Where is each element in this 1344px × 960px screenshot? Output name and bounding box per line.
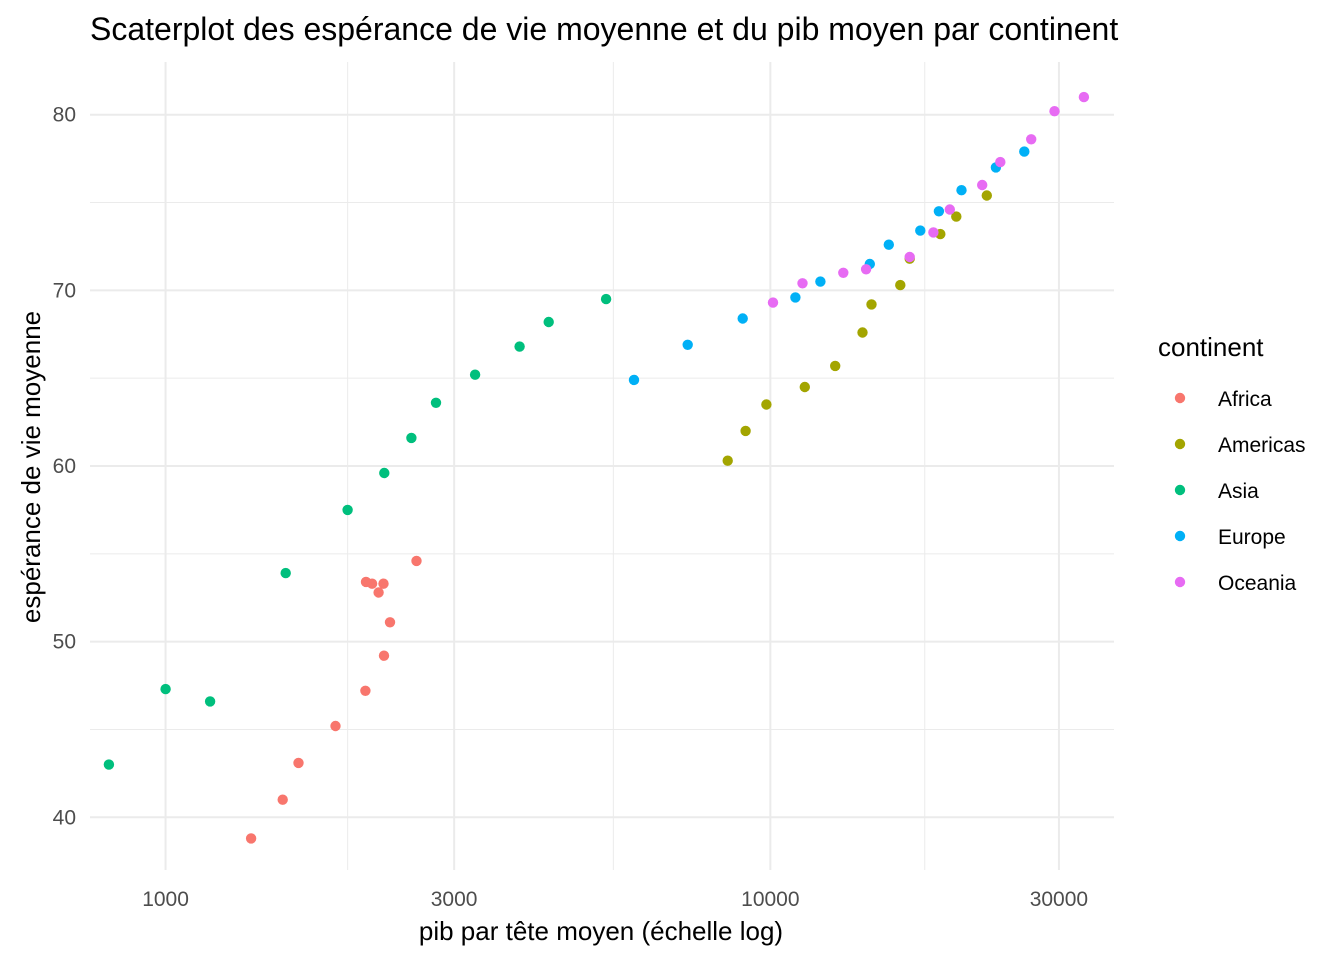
point-americas: [895, 279, 906, 291]
point-oceania: [860, 264, 872, 275]
point-oceania: [838, 267, 849, 278]
point-asia: [469, 369, 481, 380]
point-africa: [293, 757, 304, 769]
y-tick-label: 40: [53, 806, 76, 829]
point-africa: [360, 685, 371, 696]
point-africa: [277, 794, 288, 805]
y-tick-label: 80: [53, 104, 76, 127]
plot-grid: [90, 62, 1114, 870]
point-europe: [737, 313, 748, 324]
y-axis-ticks: 40 50 60 70 80: [53, 104, 76, 830]
point-europe: [915, 225, 926, 236]
y-tick-label: 70: [53, 279, 76, 302]
point-oceania: [797, 278, 808, 289]
point-europe: [883, 239, 894, 250]
x-tick-label: 30000: [1030, 888, 1088, 911]
point-americas: [722, 455, 733, 466]
point-africa: [378, 650, 390, 661]
point-oceania: [767, 297, 779, 308]
point-oceania: [944, 204, 955, 215]
point-asia: [543, 316, 554, 328]
point-asia: [430, 397, 442, 408]
point-europe: [933, 206, 945, 217]
y-tick-label: 60: [53, 455, 76, 478]
point-americas: [981, 190, 992, 201]
point-americas: [799, 381, 810, 393]
point-africa: [245, 833, 257, 844]
point-europe: [956, 185, 967, 196]
legend: continent Africa Americas Asia Europe Oceani…: [1158, 332, 1306, 595]
y-axis-title: espérance de vie moyenne: [16, 311, 46, 623]
legend-key-oceania: [1174, 576, 1186, 588]
point-africa: [330, 720, 341, 732]
point-americas: [951, 211, 962, 222]
point-oceania: [995, 156, 1006, 168]
point-africa: [411, 555, 422, 567]
point-asia: [280, 567, 291, 579]
legend-label-asia: Asia: [1218, 480, 1259, 503]
point-americas: [740, 425, 751, 437]
point-asia: [342, 504, 353, 516]
x-axis-title: pib par tête moyen (échelle log): [419, 916, 783, 946]
point-asia: [406, 432, 417, 444]
point-oceania: [1078, 91, 1090, 103]
point-europe: [682, 339, 693, 350]
point-europe: [815, 276, 826, 287]
point-americas: [866, 299, 877, 310]
point-asia: [204, 696, 216, 707]
point-africa: [373, 587, 384, 598]
point-africa: [384, 617, 396, 628]
legend-key-asia: [1174, 484, 1186, 496]
legend-label-oceania: Oceania: [1218, 572, 1297, 595]
point-asia: [379, 467, 390, 479]
point-europe: [1019, 146, 1030, 157]
data-points: [103, 91, 1090, 844]
legend-key-americas: [1174, 438, 1186, 450]
x-tick-label: 1000: [142, 888, 189, 911]
point-oceania: [1049, 106, 1060, 117]
x-axis-ticks: 1000 3000 10000 30000: [142, 888, 1088, 911]
point-americas: [830, 360, 841, 372]
legend-label-americas: Americas: [1218, 434, 1306, 457]
point-africa: [378, 578, 389, 589]
point-oceania: [928, 227, 939, 238]
point-europe: [790, 292, 801, 303]
point-oceania: [904, 251, 915, 263]
legend-title: continent: [1158, 332, 1264, 362]
legend-label-europe: Europe: [1218, 526, 1286, 549]
point-oceania: [1026, 134, 1037, 145]
point-oceania: [977, 179, 988, 191]
point-africa: [366, 578, 378, 589]
point-asia: [600, 293, 612, 305]
point-americas: [857, 327, 868, 338]
legend-label-africa: Africa: [1218, 388, 1272, 411]
legend-key-africa: [1174, 392, 1186, 404]
x-tick-label: 3000: [431, 888, 478, 911]
point-asia: [160, 683, 171, 695]
legend-key-europe: [1174, 530, 1186, 542]
point-americas: [761, 399, 772, 410]
x-tick-label: 10000: [741, 888, 799, 911]
y-tick-label: 50: [53, 631, 76, 654]
point-asia: [103, 759, 115, 770]
point-europe: [628, 374, 640, 386]
chart-title: Scaterplot des espérance de vie moyenne …: [90, 11, 1118, 47]
point-asia: [514, 341, 525, 352]
